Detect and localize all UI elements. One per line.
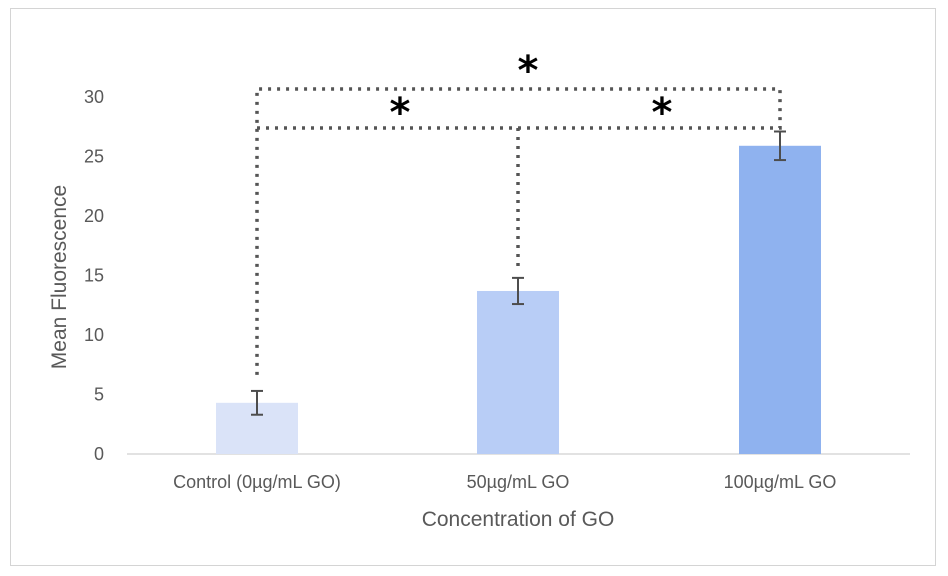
- significance-bracket: [257, 126, 520, 272]
- y-tick-label: 0: [94, 444, 104, 464]
- significance-brackets: [255, 87, 782, 375]
- significance-stars: * * *: [390, 48, 673, 136]
- x-axis-title: Concentration of GO: [422, 508, 615, 531]
- significance-star: *: [390, 90, 411, 136]
- y-axis-title: Mean Fluorescence: [48, 185, 71, 369]
- y-tick-label: 10: [84, 325, 104, 345]
- x-tick-label: Control (0µg/mL GO): [173, 472, 341, 492]
- significance-bracket: [518, 125, 782, 130]
- error-bars: [251, 130, 786, 416]
- significance-star: *: [518, 48, 539, 94]
- x-tick-label: 100µg/mL GO: [724, 472, 837, 492]
- y-tick-label: 20: [84, 206, 104, 226]
- error-bar: [512, 276, 524, 306]
- error-bar: [774, 130, 786, 162]
- bar: [477, 290, 559, 454]
- y-tick-label: 30: [84, 87, 104, 107]
- y-tick-label: 15: [84, 266, 104, 286]
- x-tick-label: 50µg/mL GO: [467, 472, 570, 492]
- x-axis-labels: Control (0µg/mL GO) 50µg/mL GO 100µg/mL GO: [173, 472, 836, 492]
- y-tick-label: 25: [84, 147, 104, 167]
- y-tick-label: 5: [94, 385, 104, 405]
- significance-star: *: [652, 90, 673, 136]
- bar: [739, 145, 821, 455]
- y-axis-ticks: 0 5 10 15 20 25 30: [84, 87, 104, 464]
- bars: [216, 145, 821, 455]
- error-bar: [251, 389, 263, 416]
